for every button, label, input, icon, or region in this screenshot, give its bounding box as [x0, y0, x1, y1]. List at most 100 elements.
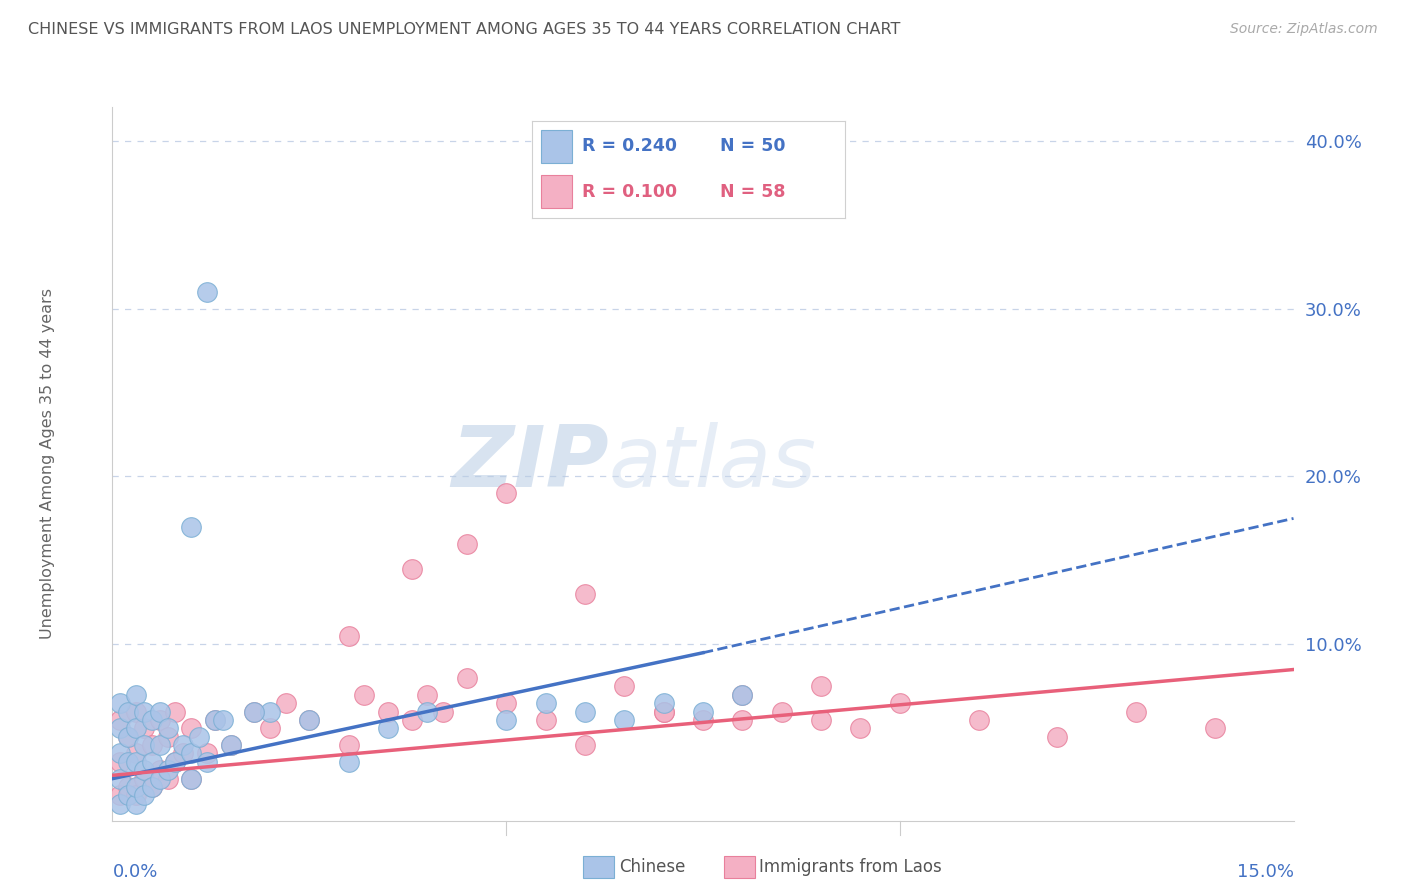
Point: [692, 713, 714, 727]
Point: [149, 764, 172, 778]
Point: [125, 747, 148, 761]
Point: [1204, 721, 1226, 735]
Point: [652, 696, 675, 710]
Point: [613, 713, 636, 727]
Point: [149, 772, 172, 786]
Point: [731, 713, 754, 727]
Point: [180, 772, 202, 786]
Point: [204, 713, 226, 727]
Point: [534, 713, 557, 727]
Point: [110, 772, 132, 786]
Point: [967, 713, 990, 727]
Point: [132, 764, 155, 778]
Point: [353, 688, 375, 702]
Text: 0.0%: 0.0%: [112, 863, 157, 881]
Point: [401, 562, 423, 576]
Point: [132, 721, 155, 735]
Text: Source: ZipAtlas.com: Source: ZipAtlas.com: [1230, 22, 1378, 37]
Point: [495, 486, 517, 500]
Point: [692, 705, 714, 719]
Point: [132, 705, 155, 719]
Point: [652, 705, 675, 719]
Point: [110, 755, 132, 769]
Point: [889, 696, 911, 710]
Point: [337, 755, 360, 769]
Point: [117, 780, 139, 794]
Point: [141, 755, 163, 769]
Point: [613, 679, 636, 693]
Point: [337, 629, 360, 643]
Point: [156, 764, 179, 778]
Point: [219, 738, 242, 752]
Point: [401, 713, 423, 727]
Text: atlas: atlas: [609, 422, 817, 506]
Point: [495, 696, 517, 710]
Text: Chinese: Chinese: [619, 858, 685, 876]
Point: [165, 755, 187, 769]
Point: [810, 679, 832, 693]
Text: ZIP: ZIP: [451, 422, 609, 506]
Point: [195, 755, 218, 769]
Point: [211, 713, 233, 727]
Point: [416, 688, 439, 702]
Point: [204, 713, 226, 727]
Point: [849, 721, 872, 735]
Point: [652, 705, 675, 719]
Point: [188, 730, 211, 744]
Point: [149, 705, 172, 719]
Point: [1046, 730, 1069, 744]
Point: [110, 696, 132, 710]
Point: [125, 721, 148, 735]
Text: CHINESE VS IMMIGRANTS FROM LAOS UNEMPLOYMENT AMONG AGES 35 TO 44 YEARS CORRELATI: CHINESE VS IMMIGRANTS FROM LAOS UNEMPLOY…: [28, 22, 900, 37]
Point: [125, 755, 148, 769]
Text: Immigrants from Laos: Immigrants from Laos: [759, 858, 942, 876]
Point: [377, 705, 399, 719]
Point: [117, 755, 139, 769]
Point: [156, 721, 179, 735]
Point: [117, 730, 139, 744]
Point: [165, 705, 187, 719]
Point: [132, 772, 155, 786]
Point: [770, 705, 793, 719]
Point: [243, 705, 266, 719]
Point: [456, 536, 478, 550]
Point: [141, 780, 163, 794]
Point: [574, 705, 596, 719]
Point: [219, 738, 242, 752]
Point: [117, 730, 139, 744]
Point: [165, 755, 187, 769]
Point: [141, 738, 163, 752]
Point: [180, 520, 202, 534]
Point: [110, 747, 132, 761]
Point: [125, 705, 148, 719]
Point: [125, 780, 148, 794]
Point: [1125, 705, 1147, 719]
Point: [180, 721, 202, 735]
Text: Unemployment Among Ages 35 to 44 years: Unemployment Among Ages 35 to 44 years: [39, 288, 55, 640]
Point: [172, 738, 194, 752]
Point: [810, 713, 832, 727]
Point: [172, 747, 194, 761]
Point: [149, 713, 172, 727]
Point: [274, 696, 297, 710]
Point: [574, 587, 596, 601]
Point: [298, 713, 321, 727]
Point: [125, 688, 148, 702]
Point: [298, 713, 321, 727]
Point: [149, 738, 172, 752]
Point: [416, 705, 439, 719]
Point: [110, 789, 132, 803]
Point: [117, 789, 139, 803]
Point: [110, 713, 132, 727]
Point: [243, 705, 266, 719]
Point: [141, 780, 163, 794]
Point: [731, 688, 754, 702]
Point: [180, 772, 202, 786]
Point: [156, 730, 179, 744]
Point: [125, 797, 148, 811]
Point: [337, 738, 360, 752]
Point: [195, 747, 218, 761]
Point: [432, 705, 454, 719]
Point: [534, 696, 557, 710]
Point: [125, 789, 148, 803]
